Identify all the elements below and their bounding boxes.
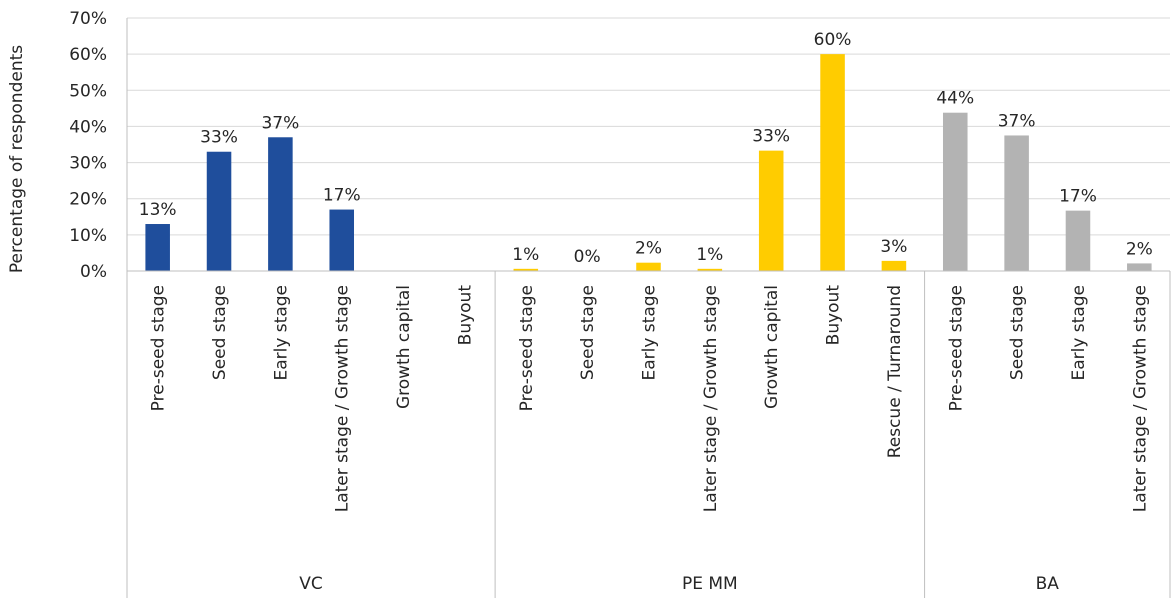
x-tick-label: Pre-seed stage [149,285,169,411]
bar-label: 1% [512,245,539,265]
x-tick-label: Early stage [1069,285,1089,381]
bar [697,268,723,271]
bar-label: 33% [200,128,238,148]
x-tick-label: Seed stage [1008,285,1028,380]
bar [268,137,293,271]
bar [881,260,907,271]
group-label: VC [299,574,323,594]
bar [1127,263,1152,271]
bar-label: 13% [139,200,177,220]
bar [758,150,784,271]
bar [145,224,170,271]
x-tick-label: Growth capital [394,285,414,409]
bar [329,209,355,271]
bar-label: 37% [261,113,299,133]
bar-label: 3% [880,237,907,257]
x-tick-label: Seed stage [578,285,598,380]
bar [636,262,661,271]
bar [206,151,232,271]
y-axis-title: Percentage of respondents [7,45,27,273]
x-tick-label: Buyout [455,285,475,346]
group-label: BA [1036,574,1060,594]
x-tick-label: Buyout [824,285,844,346]
bar-labels: 13% 33% 37% 17% 1% 0% 2% 1% 33% 60% 3% 44% 37% 17% 2% [139,30,1153,267]
x-tick-label: Early stage [271,285,291,381]
y-tick-label: 70% [69,9,107,29]
x-tick-label: Seed stage [210,285,230,380]
bar-label: 0% [574,247,601,267]
x-tick-label: Later stage / Growth stage [1130,285,1150,512]
y-axis-ticks: 0% 10% 20% 30% 40% 50% 60% 70% [69,9,107,282]
y-tick-label: 20% [69,190,107,210]
y-tick-label: 30% [69,154,107,174]
bars [145,54,1152,272]
bar [513,268,539,271]
y-tick-label: 40% [69,117,107,137]
y-tick-label: 0% [80,262,107,282]
bar-label: 60% [814,30,852,50]
x-tick-label: Pre-seed stage [517,285,537,411]
x-axis: Pre-seed stage Seed stage Early stage Later… [126,18,1171,598]
x-tick-label: Early stage [640,285,660,381]
bar-label: 1% [696,245,723,265]
y-tick-label: 60% [69,45,107,65]
bar [942,112,968,272]
bar-label: 17% [323,186,361,206]
bar [1004,135,1029,271]
bar-label: 37% [998,111,1036,131]
group-label: PE MM [682,574,738,594]
x-tick-label: Pre-seed stage [946,285,966,411]
bar [1065,210,1091,271]
y-tick-label: 50% [69,81,107,101]
bar [820,54,845,272]
y-tick-label: 10% [69,226,107,246]
bar-label: 17% [1059,187,1097,207]
bar-label: 2% [635,239,662,259]
bar-label: 2% [1126,239,1153,259]
x-tick-label: Rescue / Turnaround [885,285,905,458]
bar-label: 33% [752,127,790,147]
bar-label: 44% [936,89,974,109]
x-tick-label: Later stage / Growth stage [333,285,353,512]
gridlines [127,17,1170,236]
x-tick-label: Growth capital [762,285,782,409]
x-tick-label: Later stage / Growth stage [701,285,721,512]
